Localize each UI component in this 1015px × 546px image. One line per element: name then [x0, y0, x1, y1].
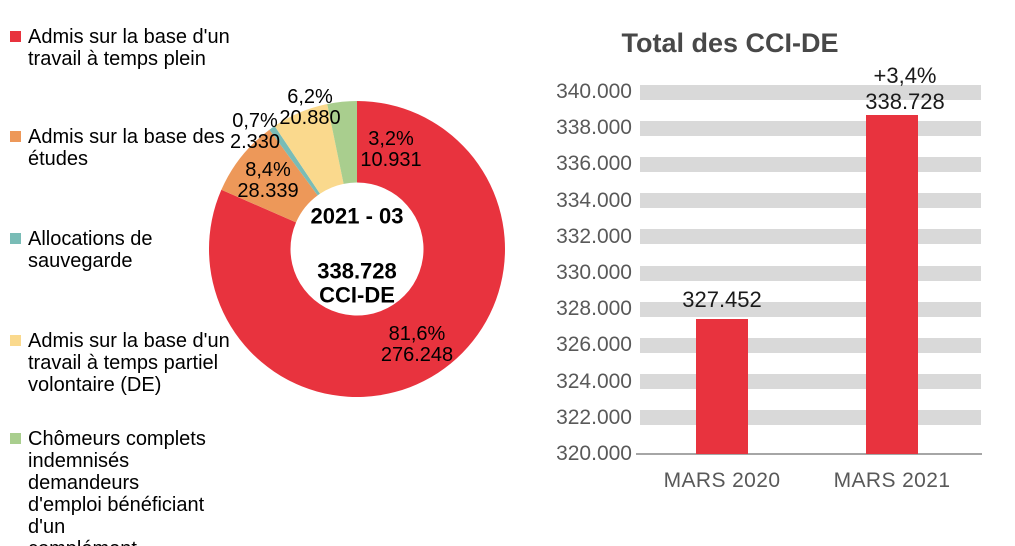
donut-segment-4: [327, 101, 357, 184]
bar-chart-title: Total des CCI-DE: [621, 28, 839, 58]
legend-item-2: Allocations de sauvegarde: [10, 228, 235, 272]
gridline-band-4: [640, 229, 981, 245]
y-axis-tick-label-9: 322.000: [556, 405, 632, 429]
legend-item-label-3: Admis sur la base d'un travail à temps p…: [28, 330, 230, 396]
y-axis-tick-label-5: 330.000: [556, 261, 632, 284]
donut-segment-value-label-0: 81,6% 276.248: [380, 323, 454, 366]
legend-item-label-2: Allocations de sauvegarde: [28, 228, 153, 272]
gridline-band-8: [640, 374, 981, 390]
gridline-band-9: [640, 410, 981, 426]
donut-center-unit: CCI-DE: [319, 282, 395, 308]
gridline-band-5: [640, 265, 981, 281]
legend-swatch-0: [10, 31, 21, 42]
gridline-band-3: [640, 193, 981, 209]
y-axis-tick-label-2: 336.000: [556, 152, 632, 176]
donut-segment-2: [269, 126, 320, 196]
donut-center-period: 2021 - 03: [310, 203, 404, 229]
gridline-band-2: [640, 156, 981, 172]
y-axis-tick-label-6: 328.000: [556, 297, 632, 321]
legend-item-0: Admis sur la base d'un travail à temps p…: [10, 26, 235, 70]
legend-item-label-4: Chômeurs complets indemnisés demandeurs …: [28, 428, 206, 546]
bar-1: [866, 115, 918, 454]
y-axis-tick-label-4: 332.000: [556, 224, 632, 248]
bar-value-label-1: +3,4% 338.728: [865, 63, 945, 115]
donut-segment-value-label-3: 6,2% 20.880: [279, 86, 341, 129]
bar-value-label-0: 327.452: [682, 287, 762, 313]
y-axis-tick-label-0: 340.000: [556, 80, 632, 103]
legend-swatch-1: [10, 131, 21, 142]
y-axis-tick-label-7: 326.000: [556, 333, 632, 357]
donut-segment-value-label-2: 0,7% 2.330: [229, 110, 281, 153]
gridline-band-7: [640, 337, 981, 353]
legend-swatch-4: [10, 433, 21, 444]
x-axis-line: [636, 453, 982, 455]
donut-segment-value-label-1: 8,4% 28.339: [237, 159, 299, 202]
y-axis-tick-label-1: 338.000: [556, 116, 632, 140]
donut-center-total: 338.728: [317, 258, 397, 284]
donut-center-label: 2021 - 03 338.728 CCI-DE: [310, 203, 404, 308]
bar-0: [696, 319, 748, 454]
donut-segment-1: [221, 129, 318, 223]
gridline-band-0: [640, 84, 981, 100]
legend-item-4: Chômeurs complets indemnisés demandeurs …: [10, 428, 235, 546]
legend-swatch-3: [10, 335, 21, 346]
y-axis-tick-label-10: 320.000: [556, 442, 632, 465]
legend-item-label-1: Admis sur la base des études: [28, 126, 225, 170]
donut-segment-value-label-4: 3,2% 10.931: [360, 128, 422, 171]
y-axis-tick-label-8: 324.000: [556, 369, 632, 393]
legend-swatch-2: [10, 233, 21, 244]
legend-item-1: Admis sur la base des études: [10, 126, 235, 170]
x-axis-label-1: MARS 2021: [833, 469, 951, 492]
legend-item-label-0: Admis sur la base d'un travail à temps p…: [28, 26, 230, 70]
y-axis-tick-label-3: 334.000: [556, 188, 632, 212]
donut-plot: [209, 101, 505, 397]
gridline-band-1: [640, 120, 981, 136]
legend-item-3: Admis sur la base d'un travail à temps p…: [10, 330, 235, 396]
x-axis-label-0: MARS 2020: [663, 469, 781, 492]
donut-segment-0: [209, 101, 505, 397]
donut-segment-3: [274, 104, 344, 194]
